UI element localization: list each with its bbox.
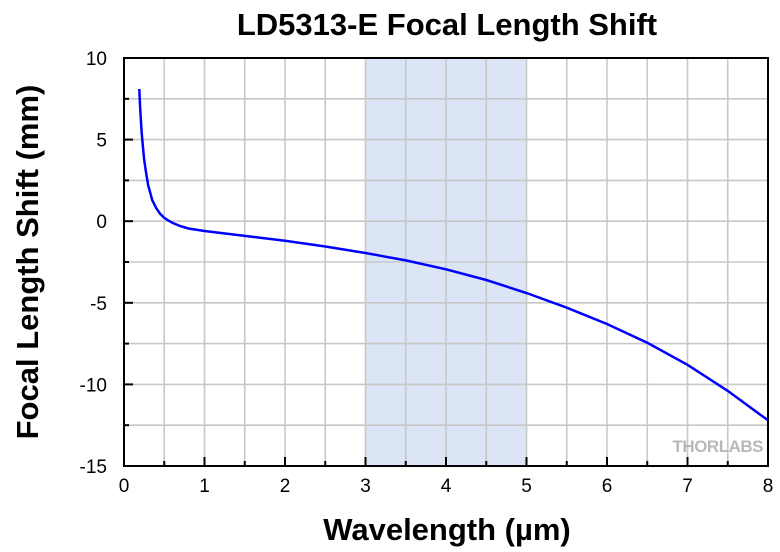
- plot-area: 0 1 2 3 4 5 6 7 8 10 5 0 -5 -10 -15: [80, 49, 774, 497]
- x-tick-label: 3: [360, 476, 371, 497]
- x-tick-label: 5: [521, 476, 532, 497]
- x-tick-label: 7: [682, 476, 693, 497]
- y-tick-label: -10: [80, 375, 107, 396]
- x-tick-label: 0: [119, 476, 130, 497]
- y-tick-label: 0: [96, 212, 107, 233]
- thorlabs-logo: THORLABS: [673, 437, 764, 456]
- y-tick-label: 5: [96, 131, 107, 152]
- x-tick-label: 2: [280, 476, 291, 497]
- focal-shift-line: [138, 88, 769, 422]
- y-tick-label: -15: [80, 457, 107, 478]
- x-tick-label: 1: [199, 476, 210, 497]
- x-tick-label: 4: [441, 476, 452, 497]
- chart-title: LD5313-E Focal Length Shift: [237, 7, 657, 42]
- y-tick-label: 10: [86, 49, 107, 70]
- x-axis-title: Wavelength (µm): [323, 512, 571, 547]
- x-tick-label: 6: [602, 476, 613, 497]
- y-tick-label: -5: [90, 294, 107, 315]
- x-tick-label: 8: [763, 476, 774, 497]
- y-axis-title: Focal Length Shift (mm): [10, 85, 45, 440]
